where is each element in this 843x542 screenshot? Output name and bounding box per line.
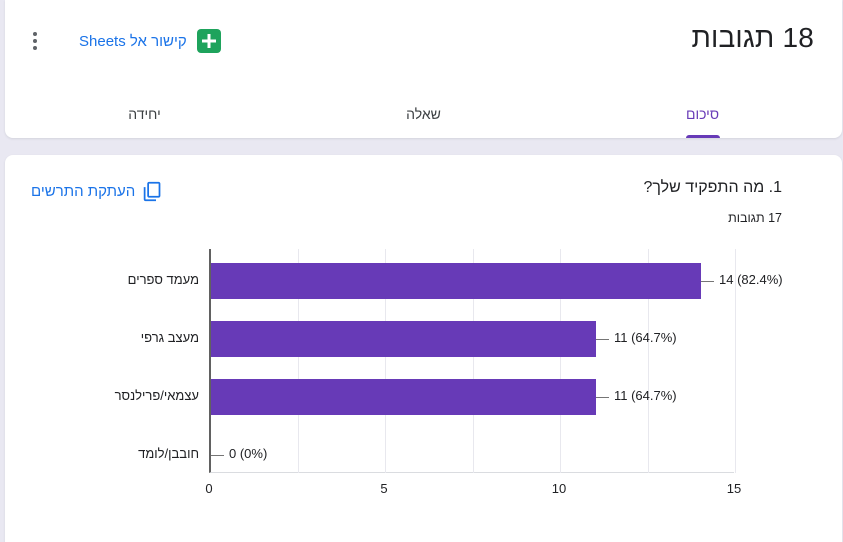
axis-tick-label: 15 — [726, 481, 742, 496]
gridline — [472, 249, 474, 473]
copy-icon — [144, 181, 161, 202]
bar-chart: מעמד ספרים מעצב גרפי עצמאי/פרילנסר חובבן/לו… — [99, 249, 789, 501]
axis-tick-label: 0 — [205, 481, 213, 496]
category-label: חובבן/לומד — [138, 446, 199, 461]
tab-summary[interactable]: סיכום — [563, 90, 842, 138]
header-row: 18 תגובות קישור אל Sheets — [5, 0, 842, 54]
question-header: 1. מה התפקיד שלך? 17 תגובות העתקת התרשים — [5, 155, 842, 225]
link-to-sheets-button[interactable]: קישור אל Sheets — [79, 32, 187, 50]
question-responses-count: 17 תגובות — [728, 211, 782, 225]
responses-tabs: סיכום שאלה יחידה — [5, 90, 842, 138]
value-label: 11 (64.7%) — [614, 388, 677, 403]
value-label: 0 (0%) — [229, 446, 268, 461]
question-title: 1. מה התפקיד שלך? — [643, 179, 782, 196]
google-sheets-icon[interactable] — [196, 29, 221, 53]
tab-question[interactable]: שאלה — [284, 90, 563, 138]
gridline — [297, 249, 299, 473]
active-tab-indicator — [685, 135, 720, 138]
gridline — [385, 249, 386, 473]
tab-question-label: שאלה — [406, 106, 441, 122]
gridline — [735, 249, 736, 473]
axis-tick-label: 10 — [551, 481, 567, 496]
question-title-block: 1. מה התפקיד שלך? 17 תגובות — [643, 179, 782, 225]
category-label: עצמאי/פרילנסר — [114, 388, 199, 403]
more-options-icon[interactable] — [29, 28, 41, 54]
responses-count-title: 18 תגובות — [691, 22, 814, 53]
value-label: 11 (64.7%) — [614, 330, 677, 345]
tab-individual-label: יחידה — [128, 106, 161, 122]
tab-individual[interactable]: יחידה — [5, 90, 284, 138]
value-connector — [596, 397, 609, 398]
value-label: 14 (82.4%) — [719, 272, 783, 287]
copy-chart-label: העתקת התרשים — [31, 183, 136, 200]
value-connector — [211, 455, 224, 456]
value-connector — [596, 339, 609, 340]
bar — [211, 263, 701, 299]
category-labels: מעמד ספרים מעצב גרפי עצמאי/פרילנסר חובבן/לו… — [99, 249, 199, 473]
header-actions: קישור אל Sheets — [29, 28, 221, 54]
value-connector — [701, 281, 714, 282]
bar — [211, 321, 596, 357]
gridline — [560, 249, 561, 473]
bar — [211, 379, 596, 415]
category-label: מעצב גרפי — [140, 330, 199, 345]
axis-tick-label: 5 — [380, 481, 388, 496]
copy-chart-button[interactable]: העתקת התרשים — [31, 181, 163, 202]
responses-header-card: 18 תגובות קישור אל Sheets סיכום שאלה יחי… — [5, 0, 842, 138]
tab-summary-label: סיכום — [685, 106, 720, 122]
gridline — [647, 249, 649, 473]
question-summary-card: 1. מה התפקיד שלך? 17 תגובות העתקת התרשים… — [5, 155, 842, 542]
plot-area: 14 (82.4%) 11 (64.7%) 11 (64.7%) 0 (0%) — [209, 249, 783, 473]
category-label: מעמד ספרים — [127, 272, 199, 287]
